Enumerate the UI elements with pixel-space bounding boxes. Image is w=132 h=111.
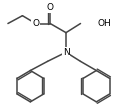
Text: N: N — [63, 48, 69, 57]
Text: OH: OH — [97, 19, 111, 28]
Text: O: O — [32, 19, 39, 28]
Text: O: O — [47, 3, 54, 12]
